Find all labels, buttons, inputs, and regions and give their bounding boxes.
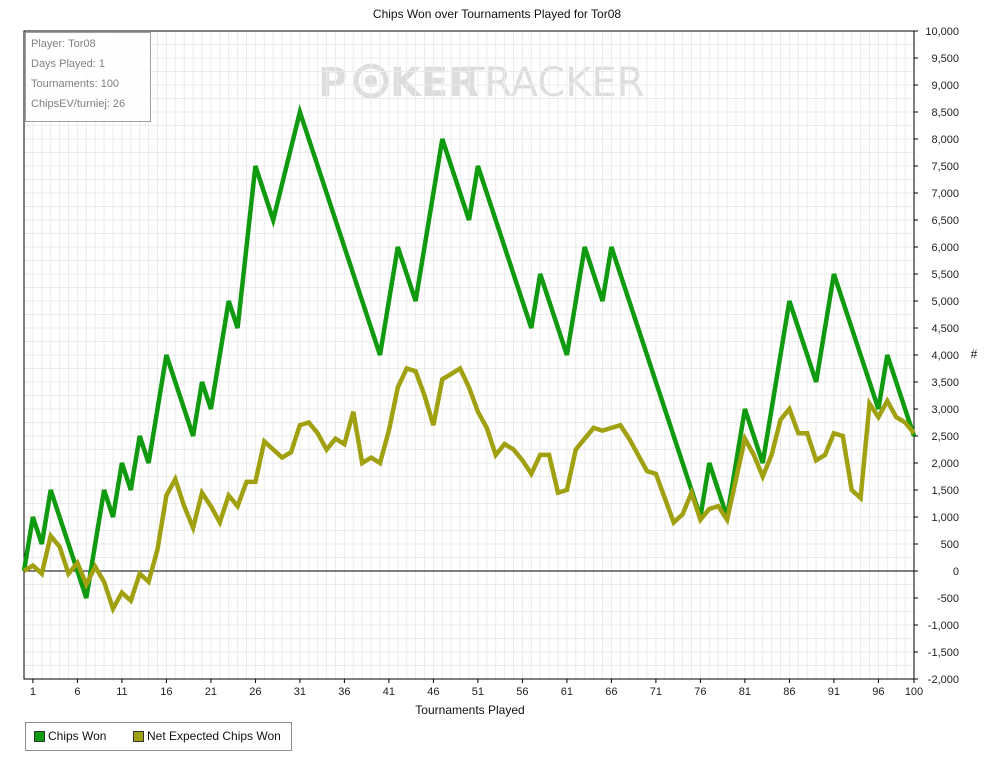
x-tick-label: 31 bbox=[294, 686, 306, 698]
y-tick-label: 2,000 bbox=[931, 458, 959, 470]
series-line-net-expected-chips-won bbox=[22, 365, 916, 615]
y-tick-label: -1,000 bbox=[928, 620, 959, 632]
x-tick-label: 96 bbox=[872, 686, 884, 698]
y-tick-label: 4,000 bbox=[931, 350, 959, 362]
y-tick-label: 500 bbox=[941, 539, 959, 551]
y-tick-label: 7,500 bbox=[931, 161, 959, 173]
x-tick-label: 91 bbox=[828, 686, 840, 698]
x-tick-label: 1 bbox=[30, 686, 36, 698]
x-tick-label: 46 bbox=[427, 686, 439, 698]
x-tick-label: 76 bbox=[694, 686, 706, 698]
chips-ev: ChipsEV/turniej: 26 bbox=[31, 98, 126, 110]
y-axis-title: # bbox=[971, 347, 978, 361]
y-tick-label: 6,500 bbox=[931, 215, 959, 227]
chart-title: Chips Won over Tournaments Played for To… bbox=[373, 7, 621, 21]
x-tick-label: 66 bbox=[605, 686, 617, 698]
player-name: Player: Tor08 bbox=[31, 38, 96, 50]
y-tick-label: 4,500 bbox=[931, 323, 959, 335]
x-tick-label: 100 bbox=[905, 686, 923, 698]
legend-label-chips-won: Chips Won bbox=[48, 729, 107, 743]
series-line-chips-won bbox=[21, 103, 917, 599]
x-tick-label: 16 bbox=[160, 686, 172, 698]
x-tick-label: 51 bbox=[472, 686, 484, 698]
y-tick-label: -2,000 bbox=[928, 674, 959, 686]
y-tick-label: 9,000 bbox=[931, 80, 959, 92]
y-tick-label: 3,000 bbox=[931, 404, 959, 416]
x-tick-label: 26 bbox=[249, 686, 261, 698]
y-tick-label: 8,000 bbox=[931, 134, 959, 146]
x-tick-label: 11 bbox=[116, 686, 127, 698]
x-tick-label: 21 bbox=[205, 686, 217, 698]
series-layer bbox=[21, 103, 917, 615]
tournaments-count: Tournaments: 100 bbox=[31, 78, 120, 90]
y-tick-label: -500 bbox=[937, 593, 959, 605]
days-played: Days Played: 1 bbox=[31, 58, 105, 70]
x-tick-label: 36 bbox=[338, 686, 350, 698]
axes bbox=[23, 30, 918, 683]
y-tick-label: 8,500 bbox=[931, 107, 959, 119]
legend: Chips Won Net Expected Chips Won bbox=[25, 722, 292, 751]
watermark-text-left: P bbox=[318, 60, 347, 106]
x-tick-label: 61 bbox=[561, 686, 573, 698]
y-tick-label: -1,500 bbox=[928, 647, 959, 659]
y-tick-label: 1,000 bbox=[931, 512, 959, 524]
y-tick-label: 7,000 bbox=[931, 188, 959, 200]
y-tick-label: 2,500 bbox=[931, 431, 959, 443]
y-tick-label: 3,500 bbox=[931, 377, 959, 389]
y-tick-label: 10,000 bbox=[925, 26, 959, 38]
y-tick-label: 9,500 bbox=[931, 53, 959, 65]
x-tick-label: 81 bbox=[739, 686, 751, 698]
y-tick-label: 6,000 bbox=[931, 242, 959, 254]
x-tick-label: 71 bbox=[650, 686, 662, 698]
legend-swatch-chips-won bbox=[34, 731, 45, 742]
legend-swatch-net-expected bbox=[133, 731, 144, 742]
y-tick-label: 5,000 bbox=[931, 296, 959, 308]
legend-label-net-expected: Net Expected Chips Won bbox=[147, 729, 281, 743]
player-info-box: Player: Tor08 Days Played: 1 Tournaments… bbox=[25, 32, 151, 122]
x-axis-title: Tournaments Played bbox=[415, 703, 524, 717]
x-tick-label: 56 bbox=[516, 686, 528, 698]
x-tick-label: 6 bbox=[74, 686, 80, 698]
y-tick-label: 0 bbox=[953, 566, 959, 578]
x-tick-label: 41 bbox=[383, 686, 395, 698]
x-tick-label: 86 bbox=[783, 686, 795, 698]
tick-labels: 10,000 9,500 9,000 8,500 8,000 7,500 7,000 6,50… bbox=[30, 26, 959, 698]
y-tick-label: 5,500 bbox=[931, 269, 959, 281]
y-tick-label: 1,500 bbox=[931, 485, 959, 497]
